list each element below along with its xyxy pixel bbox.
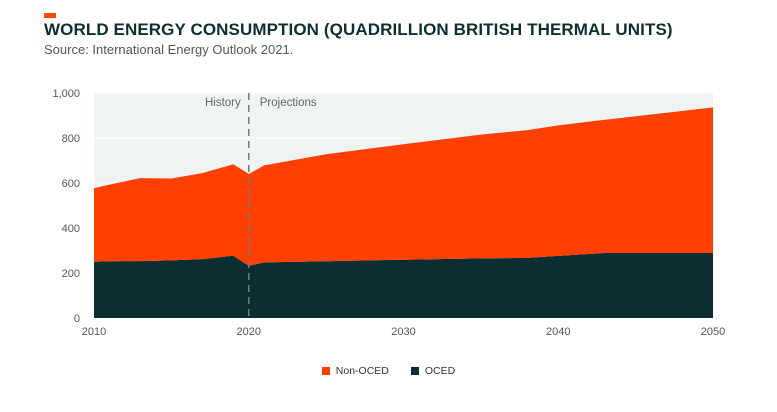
chart-subtitle: Source: International Energy Outlook 202… xyxy=(44,42,294,57)
accent-bar xyxy=(44,13,56,18)
legend-item-oced: OCED xyxy=(410,365,456,377)
x-tick-label: 2020 xyxy=(237,326,261,338)
y-tick-label: 200 xyxy=(62,268,80,280)
x-tick-label: 2040 xyxy=(546,326,570,338)
area-oced xyxy=(94,253,713,318)
y-tick-label: 0 xyxy=(74,313,80,325)
legend-swatch-oced xyxy=(410,367,419,375)
legend-label-non-oced: Non-OCED xyxy=(335,365,389,377)
y-tick-label: 600 xyxy=(62,178,80,190)
chart-title: WORLD ENERGY CONSUMPTION (QUADRILLION BR… xyxy=(44,20,673,39)
legend-label-oced: OCED xyxy=(424,365,456,377)
annotation-projections: Projections xyxy=(260,97,317,109)
x-tick-label: 2050 xyxy=(701,326,725,338)
legend-swatch-non-oced xyxy=(321,367,330,375)
x-tick-label: 2030 xyxy=(391,326,415,338)
x-tick-label: 2010 xyxy=(82,326,106,338)
y-tick-label: 800 xyxy=(62,133,80,145)
annotation-history: History xyxy=(205,97,241,109)
legend-item-non-oced: Non-OCED xyxy=(321,365,389,377)
y-tick-label: 400 xyxy=(62,223,80,235)
legend: Non-OCED OCED xyxy=(0,365,777,377)
y-tick-label: 1,000 xyxy=(52,88,80,100)
